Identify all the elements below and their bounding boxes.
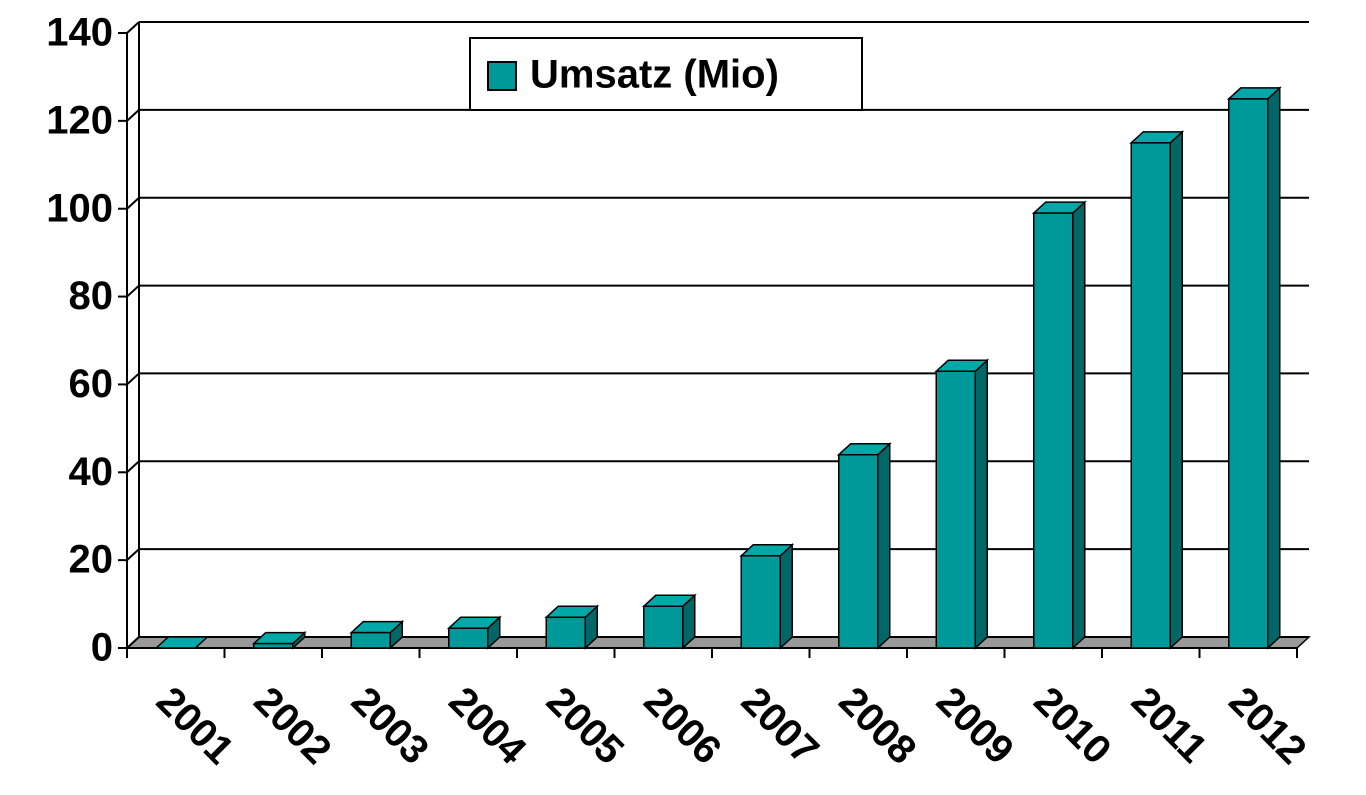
x-tick-label: 2009	[928, 679, 1022, 773]
bar-side	[1267, 86, 1281, 650]
x-tick-label: 2006	[635, 679, 729, 773]
legend-box	[469, 37, 863, 111]
bar	[643, 605, 684, 649]
x-tick-label: 2011	[1123, 679, 1215, 771]
x-tick-label: 2010	[1025, 679, 1119, 773]
bar	[1228, 98, 1269, 649]
bar	[935, 370, 976, 649]
x-tick-label: 2007	[733, 679, 827, 773]
bar	[253, 642, 294, 649]
x-tick-label: 2004	[440, 679, 535, 774]
grid-slant	[126, 460, 140, 474]
x-tick-label: 2001	[148, 679, 242, 773]
bar-side	[877, 442, 891, 650]
bar-side	[1072, 200, 1086, 650]
bar-side	[779, 543, 793, 650]
bar-top	[154, 636, 210, 649]
bar	[1033, 212, 1074, 649]
y-tick-label: 80	[69, 274, 114, 318]
y-tick-label: 100	[46, 186, 113, 230]
bar	[448, 627, 489, 649]
grid-slant	[126, 109, 140, 122]
x-tick-label: 2008	[830, 679, 924, 773]
grid-slant	[126, 196, 140, 210]
y-tick-label: 60	[69, 362, 114, 406]
grid-slant	[126, 284, 140, 298]
x-tick-label: 2012	[1220, 679, 1314, 773]
bar	[740, 555, 781, 649]
bar-side	[1169, 130, 1183, 650]
grid-slant	[126, 636, 140, 649]
legend-label: Umsatz (Mio)	[530, 53, 779, 97]
y-tick-label: 40	[69, 450, 114, 494]
bar	[545, 616, 586, 649]
bar	[350, 631, 391, 649]
x-tick-label: 2003	[343, 679, 437, 773]
legend-swatch	[487, 61, 517, 91]
y-tick-label: 140	[46, 11, 113, 55]
y-tick-label: 20	[69, 538, 114, 582]
y-tick-label: 0	[91, 626, 113, 670]
bar-side	[974, 358, 988, 650]
bar	[1130, 142, 1171, 649]
y-tick-label: 120	[46, 98, 113, 142]
grid-slant	[126, 548, 140, 561]
x-tick-label: 2002	[245, 679, 339, 773]
bar	[838, 453, 879, 649]
grid-slant	[126, 21, 140, 34]
x-tick-label: 2005	[538, 679, 632, 773]
grid-slant	[126, 372, 140, 386]
